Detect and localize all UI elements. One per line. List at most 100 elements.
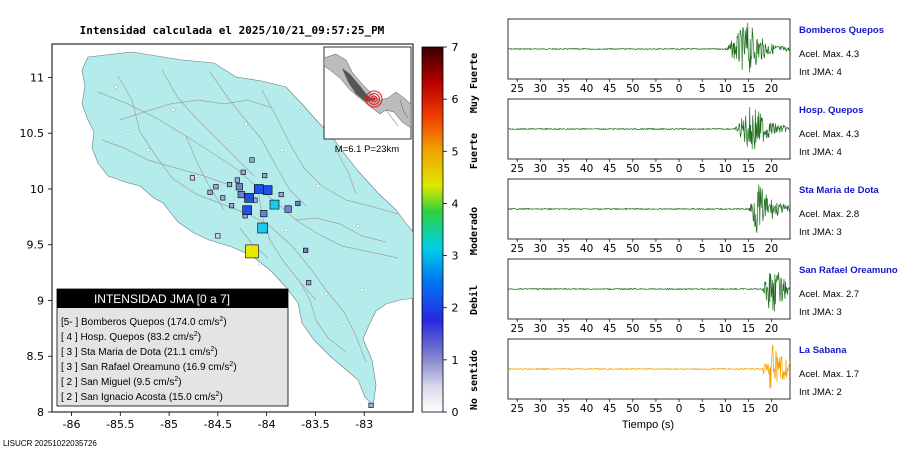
time-tick-label: 10	[719, 83, 732, 95]
time-tick-label: 50	[626, 323, 639, 335]
time-tick-label: 15	[742, 243, 755, 255]
time-tick-label: 25	[511, 83, 524, 95]
legend-grade: [ 3 ]	[61, 362, 80, 373]
legend-close: )	[223, 317, 226, 328]
legend-unit-exponent: 2	[219, 316, 223, 323]
station-title: San Rafael Oreamuno	[799, 265, 898, 276]
time-tick-label: 10	[719, 163, 732, 175]
label-debil: Debil	[468, 285, 480, 315]
station-marker	[213, 184, 219, 190]
station-marker	[189, 175, 195, 181]
jma-intensity-label: Int JMA: 3	[799, 227, 842, 238]
time-tick-label: 10	[719, 243, 732, 255]
waveform-panel: 25 30 35 40 45 50 55 0 5 10 15 20 Sta Maria de Dota A…	[507, 178, 879, 255]
time-tick-label: 40	[580, 163, 593, 175]
accel-max-label: Acel. Max. 1.7	[799, 369, 859, 380]
legend-station-name: San Miguel (9.5 cm/s	[80, 377, 174, 388]
y-tick-label: 10	[30, 183, 44, 196]
x-tick-label: -85.5	[106, 418, 134, 431]
time-tick-label: 30	[534, 323, 547, 335]
legend-item: [5- ] Bomberos Quepos (174.0 cm/s2)	[61, 316, 227, 328]
y-tick-label: 10.5	[20, 127, 45, 140]
time-tick-label: 35	[557, 83, 570, 95]
y-tick-label: 9	[37, 294, 44, 307]
station-marker	[269, 199, 280, 210]
time-tick-label: 35	[557, 163, 570, 175]
epicenter-icon	[365, 90, 383, 108]
station-title: Hosp. Quepos	[799, 105, 863, 116]
station-marker	[284, 205, 292, 213]
station-marker	[278, 192, 284, 198]
time-tick-label: 30	[534, 163, 547, 175]
station-markers	[189, 157, 374, 408]
station-marker	[295, 200, 301, 206]
time-tick-label: 5	[699, 243, 706, 255]
time-tick-label: 20	[765, 83, 778, 95]
colorbar-tick-label: 0	[452, 406, 459, 419]
map-panel: -86 -85.5 -85 -84.5 -84 -83.5 -83 11 10.5 10 9.5 9 8…	[20, 43, 414, 431]
x-tick-label: -84.5	[204, 418, 232, 431]
legend-box	[56, 288, 289, 407]
colorbar-tick-label: 1	[452, 354, 459, 367]
waveform-trace	[507, 107, 791, 150]
station-marker	[229, 203, 235, 209]
legend-station-name: Sta Maria de Dota (21.1 cm/s	[80, 347, 210, 358]
legend-unit-exponent: 2	[229, 361, 233, 368]
colorbar-tick-label: 7	[452, 41, 459, 54]
waveform-trace	[507, 22, 791, 73]
time-tick-label: 30	[534, 403, 547, 415]
waveform-trace	[508, 344, 791, 389]
legend-station-name: Bomberos Quepos (174.0 cm/s	[81, 317, 219, 328]
x-tick-label: -85	[160, 418, 178, 431]
time-tick-label: 55	[649, 403, 662, 415]
time-tick-label: 45	[603, 323, 616, 335]
station-marker	[306, 280, 312, 286]
legend-unit-exponent: 2	[194, 331, 198, 338]
time-tick-label: 15	[742, 163, 755, 175]
time-tick-label: 25	[511, 403, 524, 415]
station-marker	[254, 184, 264, 194]
station-marker	[245, 244, 259, 259]
legend-station-name: Hosp. Quepos (83.2 cm/s	[80, 332, 193, 343]
time-tick-label: 0	[676, 83, 683, 95]
time-tick-label: 30	[534, 243, 547, 255]
colorbar-category-labels: Muy Fuerte Fuerte Moderado Debil No sent…	[468, 53, 480, 410]
map-axis-ticks: -86 -85.5 -85 -84.5 -84 -83.5 -83 11 10.5 10 9.5 9 8…	[20, 71, 374, 431]
time-tick-label: 50	[626, 163, 639, 175]
station-marker	[249, 157, 255, 163]
time-tick-label: 35	[557, 243, 570, 255]
time-tick-label: 0	[676, 323, 683, 335]
time-tick-label: 10	[719, 403, 732, 415]
time-tick-label: 35	[557, 403, 570, 415]
time-tick-label: 50	[626, 83, 639, 95]
station-marker	[235, 183, 243, 191]
accel-max-label: Acel. Max. 2.8	[799, 209, 859, 220]
station-marker	[237, 191, 245, 199]
inset-highland	[342, 68, 374, 102]
label-fuerte: Fuerte	[469, 133, 480, 169]
legend-title: INTENSIDAD JMA [0 a 7]	[94, 292, 230, 306]
legend-close: )	[219, 392, 222, 403]
time-tick-label: 0	[676, 403, 683, 415]
waveform-panel: 25 30 35 40 45 50 55 0 5 10 15 20 San Rafael Oreamun…	[507, 258, 898, 335]
station-title: La Sabana	[799, 345, 847, 356]
station-marker	[220, 195, 226, 201]
waveform-panel: 25 30 35 40 45 50 55 0 5 10 15 20 Hosp. Quepos Acel. …	[507, 98, 863, 175]
time-tick-label: 50	[626, 243, 639, 255]
time-tick-label: 55	[649, 163, 662, 175]
accel-max-label: Acel. Max. 4.3	[799, 49, 859, 60]
station-title: Sta Maria de Dota	[799, 185, 879, 196]
legend-station-name: San Ignacio Acosta (15.0 cm/s	[80, 392, 215, 403]
time-tick-label: 15	[742, 403, 755, 415]
time-tick-label: 30	[534, 83, 547, 95]
x-tick-label: -84	[258, 418, 276, 431]
time-tick-label: 55	[649, 323, 662, 335]
legend-item: [ 3 ] San Rafael Oreamuno (16.9 cm/s2)	[61, 361, 237, 373]
time-tick-label: 0	[676, 163, 683, 175]
time-tick-label: 20	[765, 323, 778, 335]
jma-intensity-label: Int JMA: 2	[799, 387, 842, 398]
label-muy-fuerte: Muy Fuerte	[469, 53, 480, 113]
jma-intensity-label: Int JMA: 4	[799, 67, 842, 78]
time-tick-label: 40	[580, 403, 593, 415]
